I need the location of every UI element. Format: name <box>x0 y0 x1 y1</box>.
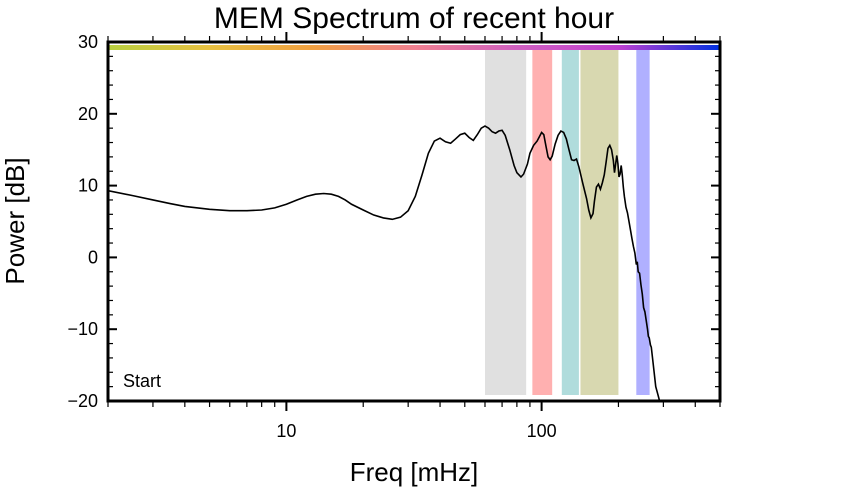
y-axis-label: Power [dB] <box>0 157 30 284</box>
frequency-band-1 <box>484 50 527 395</box>
y-tick-label: 0 <box>88 247 98 267</box>
frequency-band-2 <box>532 50 553 395</box>
plot-frame <box>106 40 722 403</box>
frequency-band-5 <box>636 50 650 395</box>
y-tick-label: −10 <box>67 319 98 339</box>
x-axis-ticks: 10 100 <box>107 32 721 441</box>
x-tick-label: 10 <box>276 421 296 441</box>
y-axis-ticks: −20 −10 0 10 20 30 <box>67 32 720 411</box>
y-tick-label: 10 <box>78 176 98 196</box>
x-axis-label: Freq [mHz] <box>350 457 479 487</box>
spectral-color-bar <box>108 45 720 50</box>
y-tick-label: 20 <box>78 104 98 124</box>
frequency-band-4 <box>580 50 619 395</box>
spectrum-line <box>108 125 661 401</box>
frequency-band-3 <box>561 50 579 395</box>
x-tick-label: 100 <box>527 421 557 441</box>
chart-title: MEM Spectrum of recent hour <box>214 2 614 35</box>
start-annotation: Start <box>123 371 161 391</box>
y-tick-label: 30 <box>78 32 98 52</box>
y-tick-label: −20 <box>67 391 98 411</box>
frequency-bands <box>484 50 650 395</box>
